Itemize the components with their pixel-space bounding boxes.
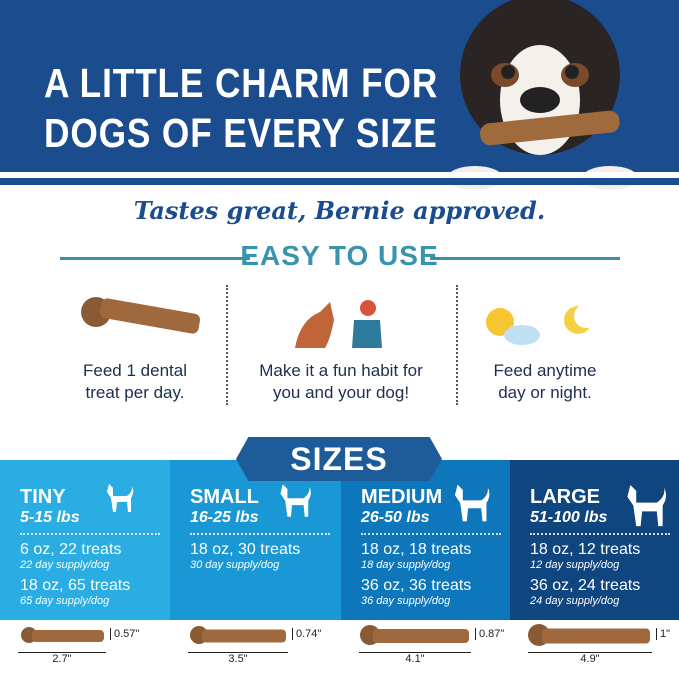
dog-silhouette-icon bbox=[280, 484, 311, 517]
weight-range: 5-15 lbs bbox=[20, 509, 80, 526]
treat-length: 2.7" bbox=[18, 652, 106, 665]
supply: 30 day supply/dog bbox=[190, 559, 280, 571]
supply: 36 day supply/dog bbox=[361, 595, 451, 607]
girl-high-five-dog-icon bbox=[295, 300, 382, 348]
pack-size: 18 oz, 18 treats bbox=[361, 541, 472, 558]
treat-size-image bbox=[190, 626, 286, 644]
pack-size: 36 oz, 24 treats bbox=[530, 577, 641, 594]
divider bbox=[0, 178, 679, 185]
item-text: Feed anytime bbox=[493, 361, 597, 380]
treat-size-image bbox=[360, 625, 469, 645]
weight-range: 16-25 lbs bbox=[190, 509, 259, 526]
title-line-1: A LITTLE CHARM FOR bbox=[44, 60, 439, 106]
size-name: TINY bbox=[20, 486, 66, 508]
divider bbox=[226, 285, 228, 405]
size-name: SMALL bbox=[190, 486, 259, 508]
dog-silhouette-icon bbox=[454, 484, 490, 522]
divider bbox=[530, 533, 670, 541]
weight-range: 26-50 lbs bbox=[361, 509, 430, 526]
pack-size: 18 oz, 65 treats bbox=[20, 577, 131, 594]
size-panel-small: SMALL 16-25 lbs 18 oz, 30 treats 30 day s… bbox=[170, 460, 341, 620]
dental-treat-icon bbox=[81, 297, 201, 334]
page-title: A LITTLE CHARM FOR DOGS OF EVERY SIZE bbox=[44, 58, 438, 158]
bernese-dog-illustration bbox=[447, 0, 638, 190]
treat-height: 0.87" bbox=[475, 628, 504, 640]
dog-silhouette-icon bbox=[107, 484, 134, 512]
supply: 24 day supply/dog bbox=[530, 595, 620, 607]
divider bbox=[456, 285, 458, 405]
treat-length: 4.1" bbox=[359, 652, 471, 665]
treat-size-image bbox=[528, 624, 650, 646]
easy-item-3: Feed anytime day or night. bbox=[440, 360, 650, 404]
tagline: Tastes great, Bernie approved. bbox=[133, 196, 546, 225]
treat-length: 4.9" bbox=[528, 652, 652, 665]
sun-moon-icon bbox=[486, 304, 598, 345]
supply: 22 day supply/dog bbox=[20, 559, 110, 571]
size-name: LARGE bbox=[530, 486, 600, 508]
size-panel-tiny: TINY 5-15 lbs 6 oz, 22 treats 22 day supp… bbox=[0, 460, 170, 620]
treat-height: 0.57" bbox=[110, 628, 139, 640]
sizes-heading: SIZES bbox=[236, 437, 442, 481]
dog-silhouette-icon bbox=[627, 484, 667, 527]
item-text: treat per day. bbox=[85, 383, 185, 402]
treat-height: 0.74" bbox=[292, 628, 321, 640]
pack-size: 36 oz, 36 treats bbox=[361, 577, 472, 594]
size-name: MEDIUM bbox=[361, 486, 443, 508]
treat-size-image bbox=[21, 627, 104, 643]
supply: 65 day supply/dog bbox=[20, 595, 110, 607]
divider bbox=[430, 257, 620, 260]
easy-item-1: Feed 1 dental treat per day. bbox=[30, 360, 240, 404]
treat-length: 3.5" bbox=[188, 652, 288, 665]
divider bbox=[361, 533, 501, 541]
divider bbox=[60, 257, 250, 260]
pack-size: 18 oz, 30 treats bbox=[190, 541, 301, 558]
pack-size: 6 oz, 22 treats bbox=[20, 541, 122, 558]
supply: 12 day supply/dog bbox=[530, 559, 620, 571]
supply: 18 day supply/dog bbox=[361, 559, 451, 571]
divider bbox=[20, 533, 160, 541]
item-text: Feed 1 dental bbox=[83, 361, 187, 380]
pack-size: 18 oz, 12 treats bbox=[530, 541, 641, 558]
item-text: Make it a fun habit for bbox=[259, 361, 423, 380]
easy-to-use-heading: EASY TO USE bbox=[240, 240, 439, 271]
divider bbox=[0, 172, 679, 178]
easy-item-2: Make it a fun habit for you and your dog! bbox=[236, 360, 446, 404]
title-line-2: DOGS OF EVERY SIZE bbox=[44, 110, 438, 156]
weight-range: 51-100 lbs bbox=[530, 509, 608, 526]
size-panel-medium: MEDIUM 26-50 lbs 18 oz, 18 treats 18 day … bbox=[341, 460, 510, 620]
divider bbox=[190, 533, 330, 541]
size-panel-large: LARGE 51-100 lbs 18 oz, 12 treats 12 day … bbox=[510, 460, 679, 620]
item-text: you and your dog! bbox=[272, 383, 410, 402]
treat-height: 1" bbox=[656, 628, 670, 640]
item-text: day or night. bbox=[498, 383, 592, 402]
